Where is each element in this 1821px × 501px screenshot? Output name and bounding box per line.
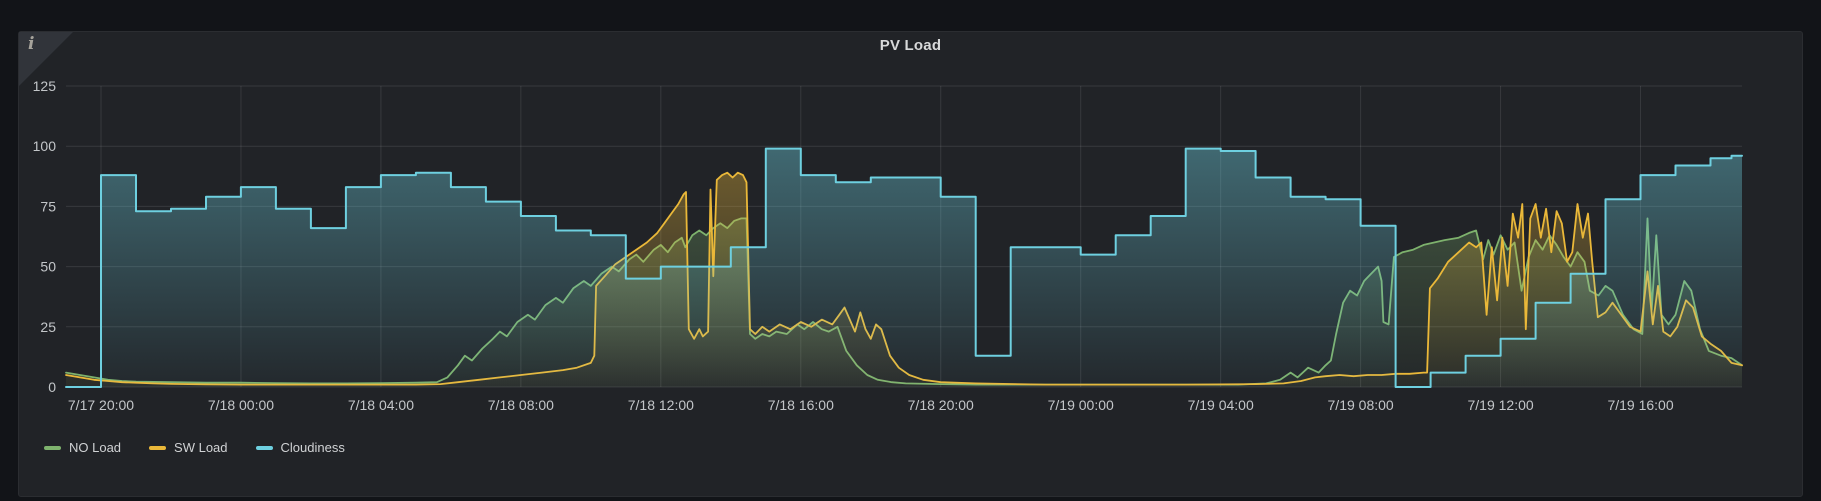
y-tick-label: 100 (33, 138, 57, 154)
x-tick-label: 7/18 00:00 (208, 397, 274, 413)
series-cloudiness-line (65, 147, 1743, 388)
legend-swatch-cloudiness (255, 445, 273, 450)
legend-item-sw-load[interactable]: SW Load (149, 440, 228, 455)
x-tick-label: 7/19 08:00 (1328, 397, 1394, 413)
x-tick-label: 7/19 04:00 (1188, 397, 1254, 413)
y-tick-label: 75 (40, 198, 56, 214)
panel-info-corner[interactable] (19, 32, 73, 86)
legend: NO Load SW Load Cloudiness (44, 440, 345, 455)
x-tick-label: 7/17 20:00 (68, 397, 134, 413)
x-tick-label: 7/19 00:00 (1048, 397, 1114, 413)
y-tick-label: 0 (48, 379, 56, 395)
legend-item-cloudiness[interactable]: Cloudiness (255, 440, 345, 455)
series-cloudiness-area (66, 148, 1742, 387)
y-tick-label: 25 (40, 319, 56, 335)
legend-item-no-load[interactable]: NO Load (44, 440, 121, 455)
panel-title[interactable]: PV Load (879, 37, 942, 54)
x-tick-label: 7/18 04:00 (348, 397, 414, 413)
x-tick-label: 7/18 12:00 (628, 397, 694, 413)
legend-swatch-no-load (44, 445, 61, 450)
plot-area[interactable] (66, 86, 1742, 387)
legend-swatch-sw-load (149, 445, 167, 450)
legend-label: NO Load (69, 440, 122, 455)
x-tick-label: 7/18 20:00 (908, 397, 974, 413)
x-tick-label: 7/18 08:00 (488, 397, 554, 413)
x-tick-label: 7/19 16:00 (1607, 397, 1673, 413)
legend-label: SW Load (174, 440, 228, 455)
info-icon[interactable]: i (28, 34, 35, 54)
x-tick-label: 7/19 12:00 (1467, 397, 1533, 413)
x-tick-label: 7/18 16:00 (768, 397, 834, 413)
y-tick-label: 50 (40, 259, 56, 275)
legend-label: Cloudiness (280, 440, 345, 455)
